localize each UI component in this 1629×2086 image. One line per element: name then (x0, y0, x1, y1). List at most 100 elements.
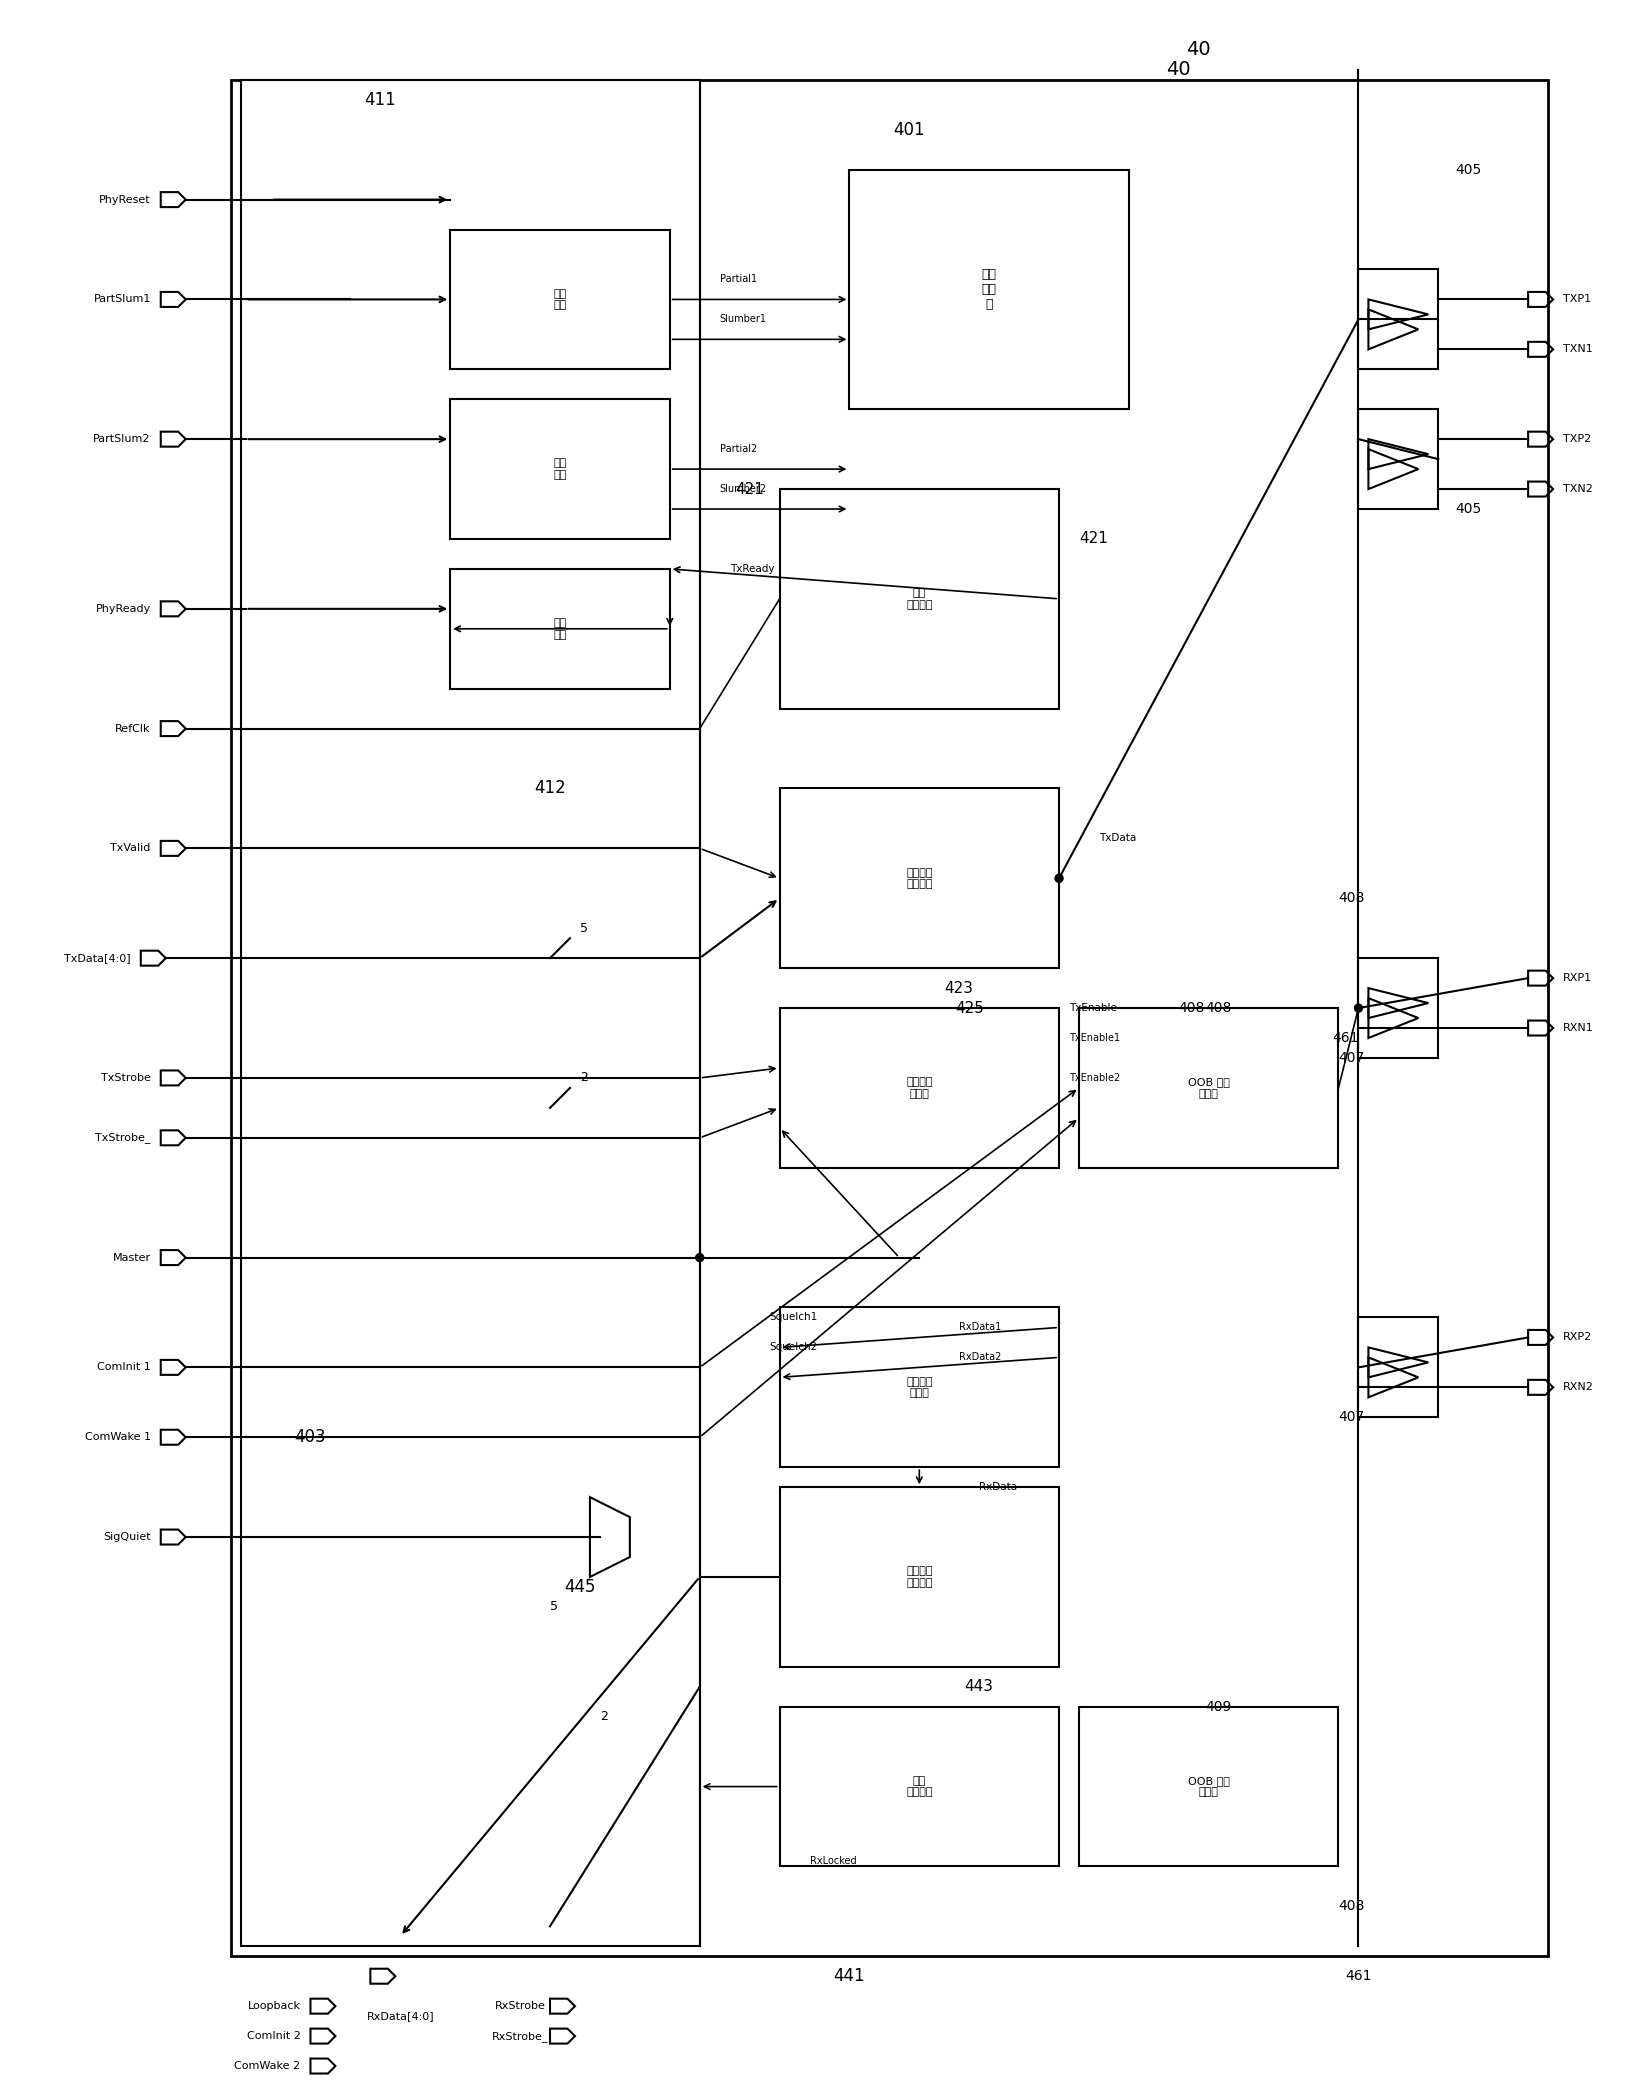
Text: 405: 405 (1455, 163, 1481, 177)
Text: SigQuiet: SigQuiet (103, 1531, 151, 1542)
Text: 411: 411 (365, 92, 396, 108)
Bar (780, 1008, 1059, 1168)
Text: Squelch1: Squelch1 (769, 1312, 818, 1323)
Text: 2: 2 (580, 1072, 588, 1085)
Text: 准位
转换: 准位 转换 (554, 617, 567, 640)
Text: 发送
锁相回路: 发送 锁相回路 (906, 588, 932, 609)
Text: Partial1: Partial1 (720, 275, 757, 284)
Text: 421: 421 (735, 482, 764, 496)
Text: 423: 423 (945, 980, 974, 995)
Bar (849, 169, 1129, 409)
Bar (780, 1487, 1059, 1667)
Bar (780, 488, 1059, 709)
Bar (450, 569, 670, 688)
Text: 408: 408 (1179, 1001, 1205, 1016)
Text: 2: 2 (599, 1711, 608, 1723)
Bar (1078, 1706, 1339, 1867)
Text: 40: 40 (1166, 60, 1191, 79)
Bar (450, 229, 670, 369)
Text: Slumber1: Slumber1 (720, 315, 767, 325)
Bar (780, 1308, 1059, 1466)
Text: RXN1: RXN1 (1564, 1022, 1593, 1033)
Bar (780, 1706, 1059, 1867)
Text: 408: 408 (1205, 1001, 1232, 1016)
Text: RxData: RxData (979, 1483, 1016, 1491)
Text: TXP2: TXP2 (1564, 434, 1592, 444)
Text: PartSlum2: PartSlum2 (93, 434, 151, 444)
Text: Loopback: Loopback (248, 2000, 300, 2011)
Text: PhyReady: PhyReady (96, 603, 151, 613)
Text: RxData1: RxData1 (959, 1323, 1002, 1333)
Text: 461: 461 (1346, 1969, 1372, 1984)
Text: 接收
锁相回路: 接收 锁相回路 (906, 1775, 932, 1798)
Bar (1359, 1318, 1438, 1416)
Text: 电源
控制
器: 电源 控制 器 (982, 267, 997, 311)
Text: OOB 讯号
侦测器: OOB 讯号 侦测器 (1188, 1076, 1230, 1099)
Text: RefClk: RefClk (116, 724, 151, 734)
Bar (450, 398, 670, 538)
Text: 407: 407 (1339, 1051, 1365, 1066)
Text: 主动从属
选择器: 主动从属 选择器 (906, 1377, 932, 1398)
Text: TxEnable1: TxEnable1 (1069, 1033, 1121, 1043)
Text: 445: 445 (564, 1577, 596, 1596)
Text: 5: 5 (580, 922, 588, 935)
Text: 401: 401 (893, 121, 925, 140)
Text: PartSlum1: PartSlum1 (93, 294, 151, 305)
Text: 412: 412 (534, 780, 565, 797)
Text: OOB 讯号
侦测器: OOB 讯号 侦测器 (1188, 1775, 1230, 1798)
Text: Slumber2: Slumber2 (720, 484, 767, 494)
Text: RxStrobe: RxStrobe (495, 2000, 546, 2011)
Text: 403: 403 (295, 1429, 326, 1446)
Text: 425: 425 (955, 1001, 984, 1016)
Text: 5: 5 (551, 1600, 559, 1612)
Bar (1359, 269, 1438, 369)
Text: Squelch2: Squelch2 (769, 1343, 818, 1352)
Text: Master: Master (112, 1252, 151, 1262)
Text: 443: 443 (964, 1679, 994, 1694)
Text: TxData: TxData (1100, 834, 1135, 843)
Text: 405: 405 (1455, 503, 1481, 515)
Text: TXP1: TXP1 (1564, 294, 1592, 305)
Text: TxStrobe: TxStrobe (101, 1072, 151, 1083)
Text: Partial2: Partial2 (720, 444, 757, 455)
Bar (231, 79, 1548, 1957)
Text: TxReady: TxReady (730, 563, 774, 574)
Text: RxData2: RxData2 (959, 1352, 1002, 1362)
Text: RxStrobe_: RxStrobe_ (492, 2030, 549, 2042)
Text: ComInit 2: ComInit 2 (246, 2032, 300, 2040)
Text: 408: 408 (1339, 1900, 1365, 1913)
Text: ComWake 2: ComWake 2 (235, 2061, 300, 2071)
Text: TxStrobe_: TxStrobe_ (94, 1133, 151, 1143)
Text: TxEnable: TxEnable (1069, 1003, 1117, 1014)
Text: 421: 421 (1078, 532, 1108, 547)
Text: ComInit 1: ComInit 1 (98, 1362, 151, 1373)
Text: RXN2: RXN2 (1564, 1383, 1593, 1391)
Circle shape (696, 1254, 704, 1262)
Text: 461: 461 (1333, 1030, 1359, 1045)
Text: RXP1: RXP1 (1564, 974, 1592, 983)
Text: 409: 409 (1205, 1700, 1232, 1715)
Bar (1359, 957, 1438, 1058)
Text: RxLocked: RxLocked (810, 1857, 857, 1867)
Text: ComWake 1: ComWake 1 (85, 1433, 151, 1441)
Bar (241, 79, 700, 1946)
Text: 40: 40 (1186, 40, 1210, 58)
Text: 准位
侦测: 准位 侦测 (554, 459, 567, 480)
Text: TXN1: TXN1 (1564, 344, 1593, 355)
Text: 441: 441 (834, 1967, 865, 1986)
Text: 并列转串
列转换器: 并列转串 列转换器 (906, 868, 932, 889)
Text: 408: 408 (1339, 891, 1365, 905)
Text: 串列转并
列转换器: 串列转并 列转换器 (906, 1567, 932, 1587)
Text: TXN2: TXN2 (1564, 484, 1593, 494)
Text: 准位
侦测: 准位 侦测 (554, 288, 567, 311)
Text: TxEnable2: TxEnable2 (1069, 1072, 1121, 1083)
Text: 主动从属
选择器: 主动从属 选择器 (906, 1076, 932, 1099)
Bar (780, 789, 1059, 968)
Text: RxData[4:0]: RxData[4:0] (367, 2011, 433, 2021)
Text: RXP2: RXP2 (1564, 1333, 1592, 1343)
Text: 407: 407 (1339, 1410, 1365, 1425)
Text: TxData[4:0]: TxData[4:0] (64, 953, 130, 964)
Bar (1078, 1008, 1339, 1168)
Circle shape (1354, 1003, 1362, 1012)
Text: PhyReset: PhyReset (99, 194, 151, 204)
